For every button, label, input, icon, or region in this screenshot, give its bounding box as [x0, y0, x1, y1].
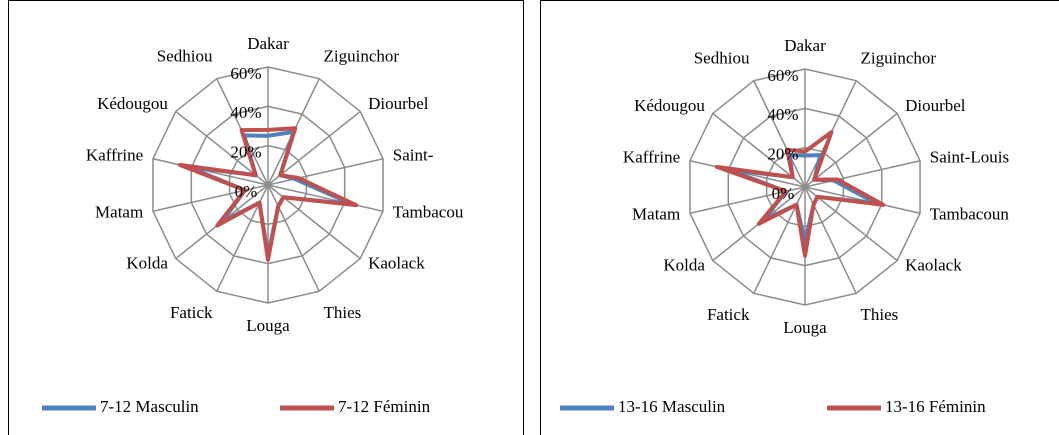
category-label: Matam: [95, 202, 143, 221]
tick-label: 60%: [767, 66, 798, 85]
legend-label: 13-16 Féminin: [885, 397, 986, 416]
legend-label: 7-12 Masculin: [100, 397, 199, 416]
series-line: [177, 126, 359, 262]
spoke: [267, 184, 320, 292]
category-label: Kolda: [663, 256, 705, 275]
category-label: Kaolack: [905, 256, 962, 275]
spoke: [152, 184, 269, 212]
category-label: Kaffrine: [623, 147, 680, 166]
category-label: Diourbel: [905, 96, 966, 115]
series-line: [714, 130, 886, 258]
panel-border: [8, 0, 524, 435]
spoke: [175, 110, 269, 186]
category-label: Dakar: [247, 34, 289, 53]
category-label: Tambacou: [393, 202, 464, 221]
tick-label: 40%: [767, 105, 798, 124]
spoke: [689, 160, 806, 188]
category-label: Kédougou: [634, 96, 705, 115]
category-label: Thies: [324, 303, 362, 322]
category-label: Kédougou: [97, 94, 168, 113]
category-label: Dakar: [784, 36, 826, 55]
category-label: Sedhiou: [694, 49, 750, 68]
tick-label: 0%: [235, 182, 258, 201]
tick-label: 20%: [767, 145, 798, 164]
category-label: Fatick: [707, 305, 750, 324]
legend-label: 7-12 Féminin: [338, 397, 431, 416]
category-label: Kaffrine: [86, 145, 143, 164]
category-label: Diourbel: [368, 94, 429, 113]
panel-border: [540, 0, 1059, 435]
spoke: [267, 158, 384, 186]
tick-label: 60%: [230, 64, 261, 83]
spoke: [804, 112, 898, 188]
spoke: [267, 184, 384, 212]
spoke: [267, 110, 361, 186]
category-label: Sedhiou: [157, 47, 213, 66]
spoke: [804, 160, 921, 188]
spoke: [152, 158, 269, 186]
tick-label: 20%: [230, 143, 261, 162]
chart-panel: 0% 20% 40% 60% Dakar Ziguinchor Diourbel Saint-…: [540, 0, 1059, 435]
tick-label: 0%: [772, 184, 795, 203]
tick-label: 40%: [230, 103, 261, 122]
category-label: Saint-Louis: [930, 147, 1009, 166]
chart-panel: 0% 20% 40% 60% Dakar Ziguinchor Diourbel Saint-…: [8, 0, 524, 435]
category-label: Saint-: [393, 145, 434, 164]
category-label: Tambacoun: [930, 204, 1010, 223]
category-label: Matam: [632, 204, 680, 223]
category-label: Fatick: [170, 303, 213, 322]
category-label: Thies: [861, 305, 899, 324]
category-label: Louga: [783, 318, 827, 337]
spoke: [753, 80, 806, 188]
spoke: [712, 112, 806, 188]
category-label: Kaolack: [368, 254, 425, 273]
legend-label: 13-16 Masculin: [618, 397, 726, 416]
spoke: [804, 186, 898, 262]
category-label: Louga: [246, 316, 290, 335]
category-label: Kolda: [126, 254, 168, 273]
category-label: Ziguinchor: [861, 49, 937, 68]
category-label: Ziguinchor: [324, 47, 400, 66]
